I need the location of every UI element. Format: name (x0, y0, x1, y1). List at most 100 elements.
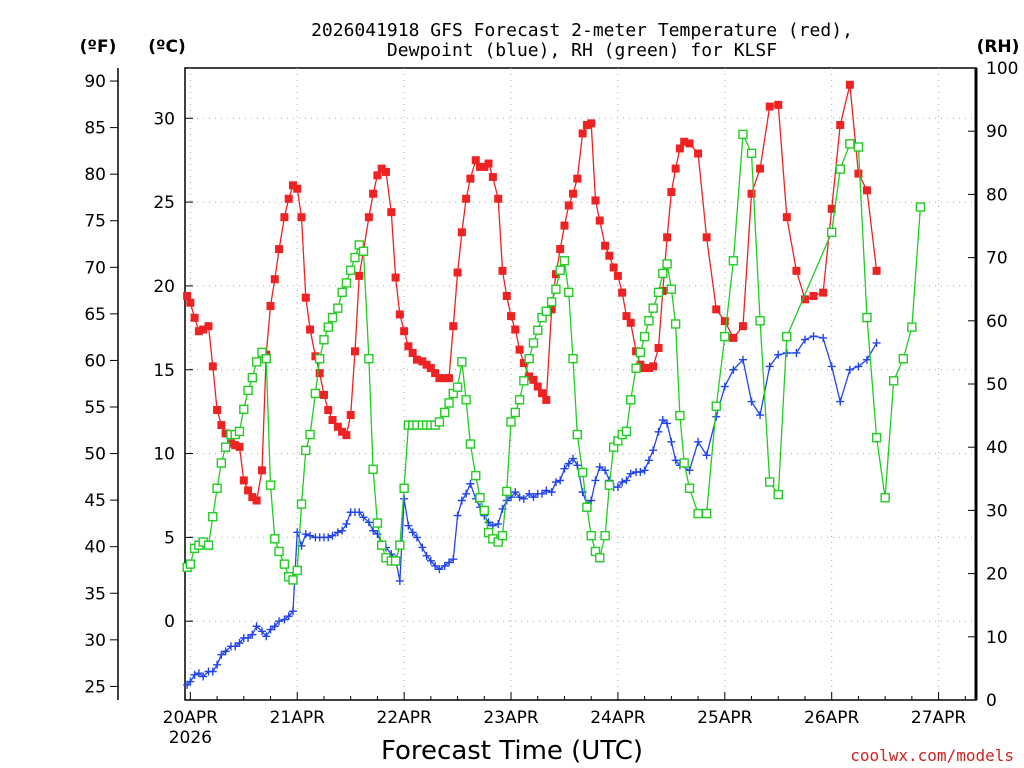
rh-point (586, 530, 596, 541)
dewpoint-point (449, 555, 458, 564)
rh-point (288, 575, 298, 585)
rh-point (514, 395, 525, 405)
rh-point (764, 477, 775, 487)
dewpoint-point (408, 528, 417, 537)
dewpoint-point (333, 528, 342, 537)
rh-point (368, 464, 378, 475)
rh-point (376, 540, 387, 550)
dewpoint-point (270, 622, 279, 631)
fahrenheit-tick-label: 40 (84, 538, 106, 558)
rh-point (546, 297, 557, 307)
2-meter-temperature-point (395, 310, 404, 319)
2-meter-temperature-point (494, 194, 503, 203)
2-meter-temperature-point (792, 266, 801, 275)
rh-point (345, 265, 356, 275)
rh-point (301, 445, 311, 456)
2-meter-temperature-point (587, 119, 596, 128)
rh-point (279, 559, 290, 569)
dewpoint-point (484, 518, 493, 527)
fahrenheit-tick-label: 55 (84, 398, 106, 418)
dewpoint-point (694, 437, 703, 446)
dewpoint-point (395, 576, 404, 585)
celsius-tick-label: 25 (153, 193, 175, 213)
dewpoint-point (658, 416, 667, 425)
dewpoint-point (466, 479, 475, 488)
dewpoint-point (359, 513, 368, 522)
rh-point (390, 556, 401, 566)
2-meter-temperature-point (412, 355, 421, 364)
dewpoint-point (738, 355, 747, 364)
fahrenheit-tick-label: 65 (84, 305, 106, 325)
chart-title-line1: 2026041918 GFS Forecast 2-meter Temperat… (311, 20, 853, 41)
fahrenheit-tick-label: 85 (84, 119, 106, 139)
2-meter-temperature-point (640, 364, 649, 373)
rh-point (247, 372, 258, 383)
rh-point (461, 395, 471, 405)
rh-point (907, 322, 917, 332)
rh-point (239, 404, 249, 414)
x-tick-label: 20APR (163, 708, 219, 728)
rh-point (711, 401, 721, 411)
dewpoint-point (601, 466, 610, 475)
rh-unit-label: (RH) (977, 37, 1020, 57)
dewpoint-point (221, 647, 230, 656)
2-meter-temperature-point (680, 137, 689, 146)
rh-point (853, 142, 864, 152)
rh-point (862, 312, 872, 323)
rh-tick-label: 60 (986, 312, 1008, 332)
2-meter-temperature-point (819, 288, 828, 297)
2-meter-temperature-point (231, 441, 240, 450)
2-meter-temperature-point (418, 357, 427, 366)
2-meter-temperature-point (190, 313, 199, 322)
rh-point (582, 502, 592, 512)
2-meter-temperature-point (391, 273, 400, 282)
x-axis-title: Forecast Time (UTC) (381, 736, 643, 766)
dewpoint-point (199, 672, 208, 681)
2-meter-temperature-point (595, 216, 604, 225)
rh-point (265, 480, 276, 490)
dewpoint-point (257, 627, 266, 636)
2-meter-temperature-point (765, 102, 774, 111)
dewpoint-point (364, 518, 373, 527)
rh-point (341, 278, 352, 288)
dewpoint-point (404, 521, 413, 530)
2-meter-temperature-point (488, 172, 497, 181)
dewpoint-point (338, 526, 347, 535)
x-tick-label: 23APR (483, 708, 539, 728)
celsius-tick-label: 0 (164, 612, 175, 632)
dewpoint-point (208, 667, 217, 676)
rh-point (746, 148, 757, 159)
2-meter-temperature-point (538, 389, 547, 398)
2-meter-temperature-point (328, 416, 337, 425)
dewpoint-point (654, 427, 663, 436)
rh-point (621, 426, 632, 437)
2-meter-temperature-point (622, 312, 631, 321)
rh-point (658, 268, 668, 279)
dewpoint-point (418, 543, 427, 552)
2-meter-temperature-point (293, 184, 302, 193)
credit-text: coolwx.com/models (850, 746, 1014, 765)
2-meter-temperature-point (404, 342, 413, 351)
celsius-tick-label: 5 (164, 528, 175, 548)
rh-point (305, 429, 315, 440)
dewpoint-point (186, 677, 195, 686)
2-meter-temperature-point (702, 233, 711, 242)
2-meter-temperature-point (266, 302, 275, 311)
2-meter-temperature-point (457, 228, 466, 237)
dewpoint-point (564, 459, 573, 468)
dewpoint-point (765, 362, 774, 371)
2-meter-temperature-point (663, 233, 672, 242)
dewpoint-point (369, 526, 378, 535)
dewpoint-point (685, 466, 694, 475)
2-meter-temperature-point (556, 245, 565, 254)
rh-point (519, 376, 529, 386)
rh-point (296, 499, 307, 509)
celsius-tick-label: 30 (153, 109, 175, 129)
dewpoint-point (262, 632, 271, 641)
rh-point (662, 259, 672, 269)
2-meter-temperature-point (217, 421, 226, 430)
fahrenheit-tick-label: 75 (84, 212, 106, 232)
rh-point (434, 417, 445, 427)
dewpoint-point (342, 519, 351, 528)
